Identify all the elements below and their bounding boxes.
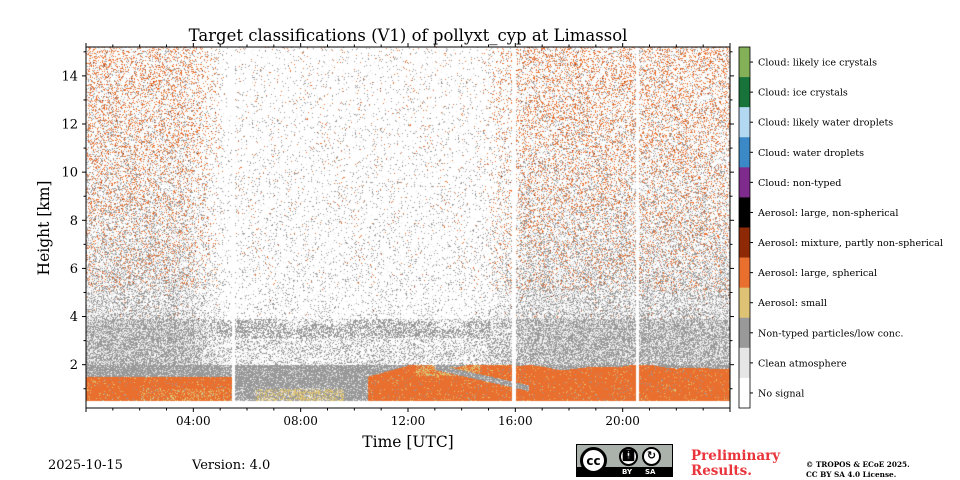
y-axis-ticks: 2 4 6 8 10 12 14: [61, 51, 734, 390]
legend-swatch: [739, 227, 750, 258]
legend-label: Cloud: water droplets: [758, 148, 864, 159]
legend-label: Non-typed particles/low conc.: [758, 328, 903, 339]
x-tick-label: 08:00: [283, 414, 318, 428]
legend-label: Cloud: ice crystals: [758, 88, 848, 99]
legend-swatch: [739, 317, 750, 349]
legend-label: Cloud: likely ice crystals: [758, 58, 877, 69]
cc-by-sa-license-icon: cc 🚹︎ ↻ BY SA: [576, 444, 673, 477]
legend-swatch: [739, 77, 750, 108]
y-tick-label: 8: [70, 214, 78, 229]
y-tick-label: 6: [70, 262, 78, 277]
y-tick-label: 10: [61, 166, 78, 181]
x-axis-label: Time [UTC]: [362, 433, 454, 451]
legend-swatch: [739, 287, 750, 319]
cc-mark: cc: [586, 454, 601, 468]
x-tick-label: 16:00: [498, 414, 533, 428]
y-tick-label: 4: [70, 310, 78, 325]
version-label: Version: 4.0: [192, 458, 271, 473]
legend-label: Aerosol: small: [757, 298, 827, 309]
legend-swatch: [739, 377, 750, 409]
legend-label: Clean atmosphere: [758, 358, 847, 369]
badge-sa: SA: [645, 468, 656, 476]
person-icon: 🚹︎: [621, 449, 636, 462]
share-alike-icon: ↻: [646, 449, 657, 462]
legend-label: Aerosol: large, spherical: [757, 268, 877, 279]
legend-swatch: [739, 47, 750, 78]
heatmap-image: [86, 47, 730, 408]
legend-label: No signal: [758, 388, 804, 399]
badge-by: BY: [622, 468, 633, 476]
legend-frame: [738, 46, 751, 409]
legend-label: Cloud: likely water droplets: [758, 118, 893, 129]
legend-swatch: [739, 347, 750, 379]
classification-heatmap: [86, 47, 730, 408]
copyright-notice: © TROPOS & ECoE 2025. CC BY SA 4.0 Licen…: [806, 460, 910, 479]
y-tick-label: 2: [70, 358, 78, 373]
preliminary-notice: Preliminary Results.: [691, 448, 781, 479]
x-axis-ticks: 04:00 08:00 12:00 16:00 20:00: [85, 43, 731, 428]
x-tick-label: 20:00: [605, 414, 640, 428]
x-tick-label: 04:00: [176, 414, 211, 428]
y-tick-label: 12: [61, 118, 78, 133]
legend-swatch: [739, 257, 750, 288]
legend-swatch: [739, 197, 750, 228]
legend-label: Aerosol: mixture, partly non-spherical: [757, 238, 943, 249]
legend-label: Aerosol: large, non-spherical: [757, 208, 898, 219]
colorbar-legend: Cloud: likely ice crystals Cloud: ice cry…: [738, 46, 943, 409]
date-label: 2025-10-15: [48, 458, 123, 473]
legend-swatch: [739, 137, 750, 168]
x-tick-label: 12:00: [391, 414, 426, 428]
y-axis-label: Height [km]: [35, 180, 53, 276]
legend-label: Cloud: non-typed: [758, 178, 841, 189]
legend-swatch: [739, 167, 750, 198]
y-tick-label: 14: [61, 69, 78, 84]
chart-title: Target classifications (V1) of pollyxt_c…: [188, 26, 628, 45]
legend-swatch: [739, 107, 750, 138]
